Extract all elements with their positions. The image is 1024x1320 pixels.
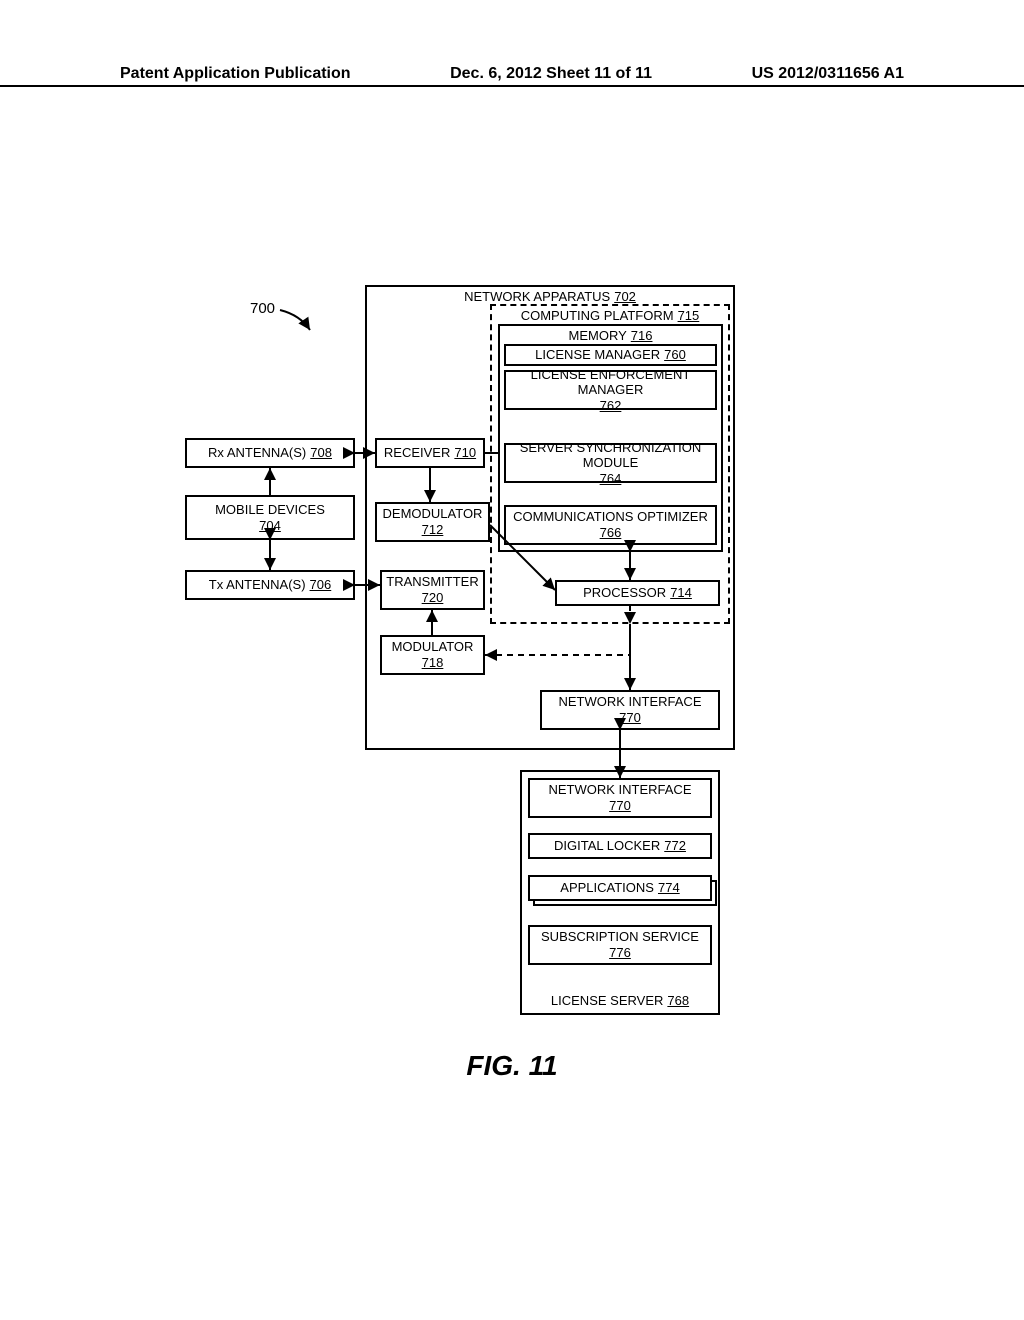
subscription-service-label: SUBSCRIPTION SERVICE	[541, 929, 699, 945]
computing-platform-label: COMPUTING PLATFORM	[521, 308, 674, 324]
diagram-fig11: 700 NETWORK APPARATUS 702 COMPUTING PLAT…	[0, 280, 1024, 1040]
server-sync-box: SERVER SYNCHRONIZATION MODULE 764	[504, 443, 717, 483]
license-manager-num: 760	[664, 347, 686, 363]
license-server-num: 768	[667, 993, 689, 1009]
subscription-service-num: 776	[609, 945, 631, 961]
transmitter-label: TRANSMITTER	[386, 574, 478, 590]
transmitter-box: TRANSMITTER 720	[380, 570, 485, 610]
modulator-label: MODULATOR	[392, 639, 474, 655]
computing-platform-num: 715	[678, 308, 700, 324]
demodulator-label: DEMODULATOR	[383, 506, 483, 522]
header-left: Patent Application Publication	[120, 65, 351, 83]
digital-locker-num: 772	[664, 838, 686, 854]
network-interface-2-num: 770	[609, 798, 631, 814]
network-apparatus-num: 702	[614, 289, 636, 305]
applications-box: APPLICATIONS 774	[528, 875, 712, 901]
mobile-devices-label: MOBILE DEVICES	[215, 502, 325, 518]
receiver-label: RECEIVER	[384, 445, 450, 461]
license-enforcement-num: 762	[600, 398, 622, 414]
receiver-box: RECEIVER 710	[375, 438, 485, 468]
page-header: Patent Application Publication Dec. 6, 2…	[0, 85, 1024, 105]
ref-700: 700	[250, 300, 275, 317]
server-sync-num: 764	[600, 471, 622, 487]
digital-locker-label: DIGITAL LOCKER	[554, 838, 660, 854]
network-interface-1-num: 770	[619, 710, 641, 726]
modulator-num: 718	[422, 655, 444, 671]
comm-opt-num: 766	[600, 525, 622, 541]
transmitter-num: 720	[422, 590, 444, 606]
tx-antenna-num: 706	[310, 577, 332, 593]
rx-antenna-label: Rx ANTENNA(S)	[208, 445, 306, 461]
memory-label: MEMORY	[569, 328, 627, 344]
subscription-service-box: SUBSCRIPTION SERVICE 776	[528, 925, 712, 965]
tx-antenna-box: Tx ANTENNA(S) 706	[185, 570, 355, 600]
processor-num: 714	[670, 585, 692, 601]
network-interface-2-label: NETWORK INTERFACE	[548, 782, 691, 798]
network-interface-1-label: NETWORK INTERFACE	[558, 694, 701, 710]
license-enforcement-box: LICENSE ENFORCEMENT MANAGER 762	[504, 370, 717, 410]
rx-antenna-box: Rx ANTENNA(S) 708	[185, 438, 355, 468]
license-manager-label: LICENSE MANAGER	[535, 347, 660, 363]
applications-num: 774	[658, 880, 680, 896]
rx-antenna-num: 708	[310, 445, 332, 461]
demodulator-box: DEMODULATOR 712	[375, 502, 490, 542]
mobile-devices-box: MOBILE DEVICES 704	[185, 495, 355, 540]
demodulator-num: 712	[422, 522, 444, 538]
header-center: Dec. 6, 2012 Sheet 11 of 11	[450, 65, 652, 83]
license-enforcement-label: LICENSE ENFORCEMENT MANAGER	[506, 367, 715, 398]
network-apparatus-label: NETWORK APPARATUS	[464, 289, 610, 305]
mobile-devices-num: 704	[259, 518, 281, 534]
memory-num: 716	[631, 328, 653, 344]
header-right: US 2012/0311656 A1	[752, 65, 904, 83]
tx-antenna-label: Tx ANTENNA(S)	[209, 577, 306, 593]
network-interface-2-box: NETWORK INTERFACE 770	[528, 778, 712, 818]
license-manager-box: LICENSE MANAGER 760	[504, 344, 717, 366]
processor-label: PROCESSOR	[583, 585, 666, 601]
comm-opt-box: COMMUNICATIONS OPTIMIZER 766	[504, 505, 717, 545]
modulator-box: MODULATOR 718	[380, 635, 485, 675]
comm-opt-label: COMMUNICATIONS OPTIMIZER	[513, 509, 708, 525]
server-sync-label: SERVER SYNCHRONIZATION MODULE	[506, 440, 715, 471]
network-interface-1-box: NETWORK INTERFACE 770	[540, 690, 720, 730]
applications-label: APPLICATIONS	[560, 880, 654, 896]
digital-locker-box: DIGITAL LOCKER 772	[528, 833, 712, 859]
processor-box: PROCESSOR 714	[555, 580, 720, 606]
license-server-label: LICENSE SERVER	[551, 993, 663, 1009]
figure-caption: FIG. 11	[0, 1050, 1024, 1082]
receiver-num: 710	[454, 445, 476, 461]
